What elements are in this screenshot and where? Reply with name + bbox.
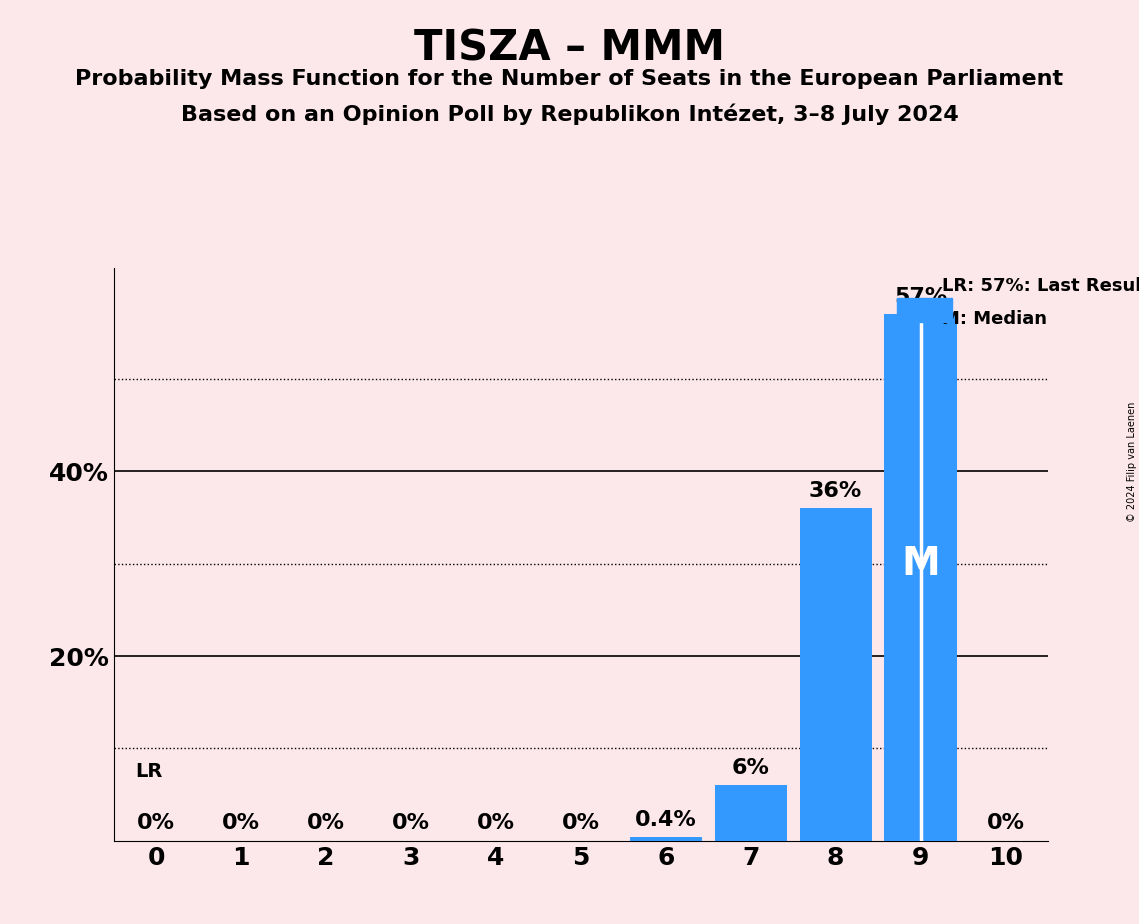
Text: 0.4%: 0.4% [634,809,697,830]
Text: 0%: 0% [392,813,431,833]
Text: 36%: 36% [809,480,862,501]
Bar [896,298,952,322]
Text: 0%: 0% [138,813,175,833]
Bar [800,508,871,841]
Text: LR: 57%: Last Result: LR: 57%: Last Result [942,277,1139,295]
Text: M: M [901,544,940,583]
Bar [884,314,957,841]
Text: 0%: 0% [477,813,515,833]
Text: © 2024 Filip van Laenen: © 2024 Filip van Laenen [1126,402,1137,522]
Text: TISZA – MMM: TISZA – MMM [413,28,726,69]
Text: Probability Mass Function for the Number of Seats in the European Parliament: Probability Mass Function for the Number… [75,69,1064,90]
Bar [630,837,702,841]
Text: 0%: 0% [222,813,260,833]
Text: LR: LR [136,762,163,782]
Text: Based on an Opinion Poll by Republikon Intézet, 3–8 July 2024: Based on an Opinion Poll by Republikon I… [181,103,958,125]
Text: 57%: 57% [894,286,948,307]
Text: M: Median: M: Median [942,310,1047,327]
Text: 0%: 0% [562,813,600,833]
Text: 6%: 6% [731,758,770,778]
Text: 0%: 0% [308,813,345,833]
Bar [714,785,787,841]
Text: 0%: 0% [986,813,1024,833]
